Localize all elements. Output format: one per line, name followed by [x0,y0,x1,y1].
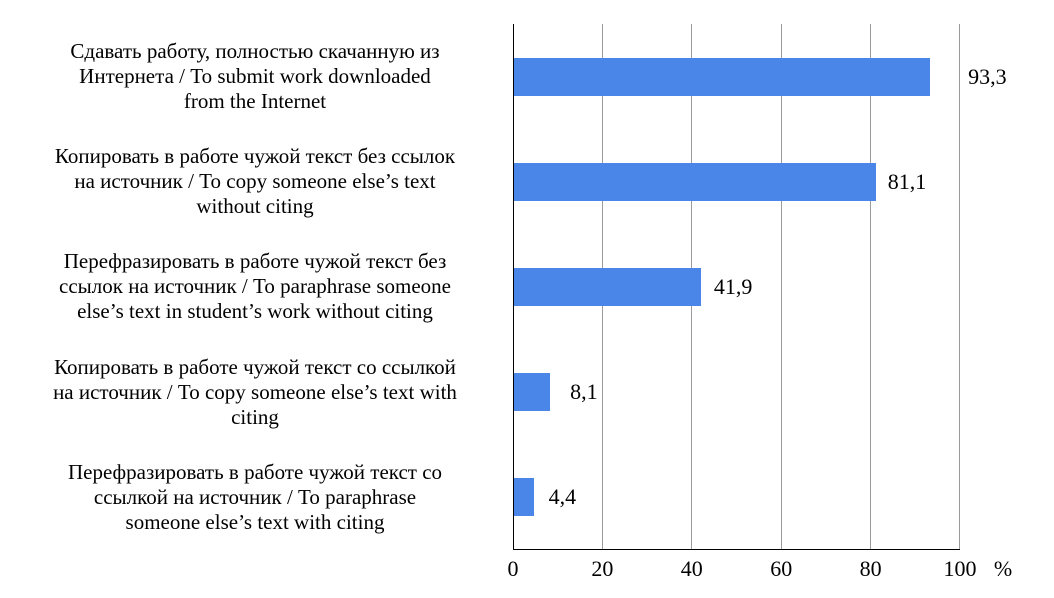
bar-segment [514,373,551,412]
bar-row: 93,3 [514,24,1007,129]
bar-segment [514,162,876,201]
bar-row: 41,9 [514,234,960,339]
bar-row: 8,1 [514,340,960,445]
x-tick-label-0: 0 [507,556,519,581]
value-label: 8,1 [570,379,598,405]
value-label: 93,3 [968,63,1007,89]
x-tick-label-80: 80 [859,556,882,581]
category-label: Перефразировать в работе чужой текст со … [67,459,443,534]
bar-row: 81,1 [514,129,960,234]
x-tick-label-20: 20 [591,556,614,581]
bar-segment [514,57,931,96]
x-axis-unit-label: % [993,556,1013,581]
x-tick-label-40: 40 [680,556,703,581]
category-axis-labels: Сдавать работу, полностью скачанную из И… [0,24,498,550]
category-label: Сдавать работу, полностью скачанную из И… [70,39,440,114]
bar-row: 4,4 [514,445,960,550]
category-label: Копировать в работе чужой текст со ссылк… [53,354,457,429]
x-tick-label-100: 100 [943,556,977,581]
gridline-x-100 [959,24,960,549]
gridline-x-80 [869,24,871,549]
value-label: 41,9 [713,273,753,299]
value-label: 4,4 [548,484,577,510]
category-label: Копировать в работе чужой текст без ссыл… [54,144,456,219]
plot-area: 93,3 81,1 41,9 8,1 4,4 [513,24,1007,550]
x-axis: % 0 20 40 60 80 100 [0,556,1054,586]
value-label: 81,1 [887,168,927,194]
gridline-x-60 [780,24,782,549]
bar-segment [514,267,701,306]
category-label: Перефразировать в работе чужой текст без… [59,249,451,324]
bar-segment [514,478,534,517]
x-tick-label-60: 60 [770,556,793,581]
